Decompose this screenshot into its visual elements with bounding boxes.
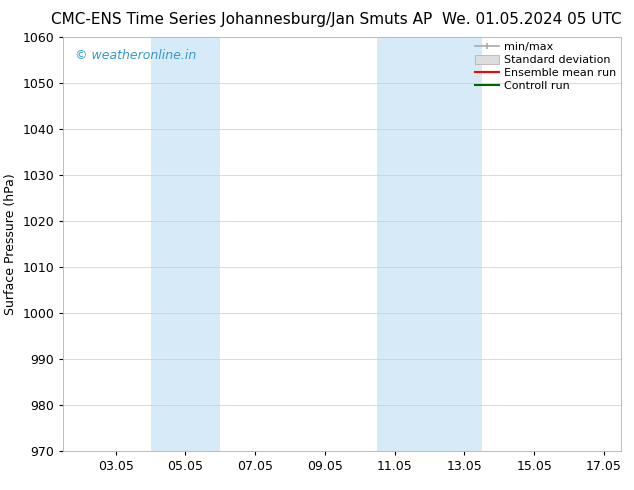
Legend: min/max, Standard deviation, Ensemble mean run, Controll run: min/max, Standard deviation, Ensemble me… xyxy=(471,39,619,95)
Text: © weatheronline.in: © weatheronline.in xyxy=(75,49,196,62)
Bar xyxy=(377,37,482,451)
Y-axis label: Surface Pressure (hPa): Surface Pressure (hPa) xyxy=(4,173,17,315)
Text: CMC-ENS Time Series Johannesburg/Jan Smuts AP: CMC-ENS Time Series Johannesburg/Jan Smu… xyxy=(51,12,432,27)
Text: We. 01.05.2024 05 UTC: We. 01.05.2024 05 UTC xyxy=(442,12,621,27)
Bar xyxy=(150,37,221,451)
